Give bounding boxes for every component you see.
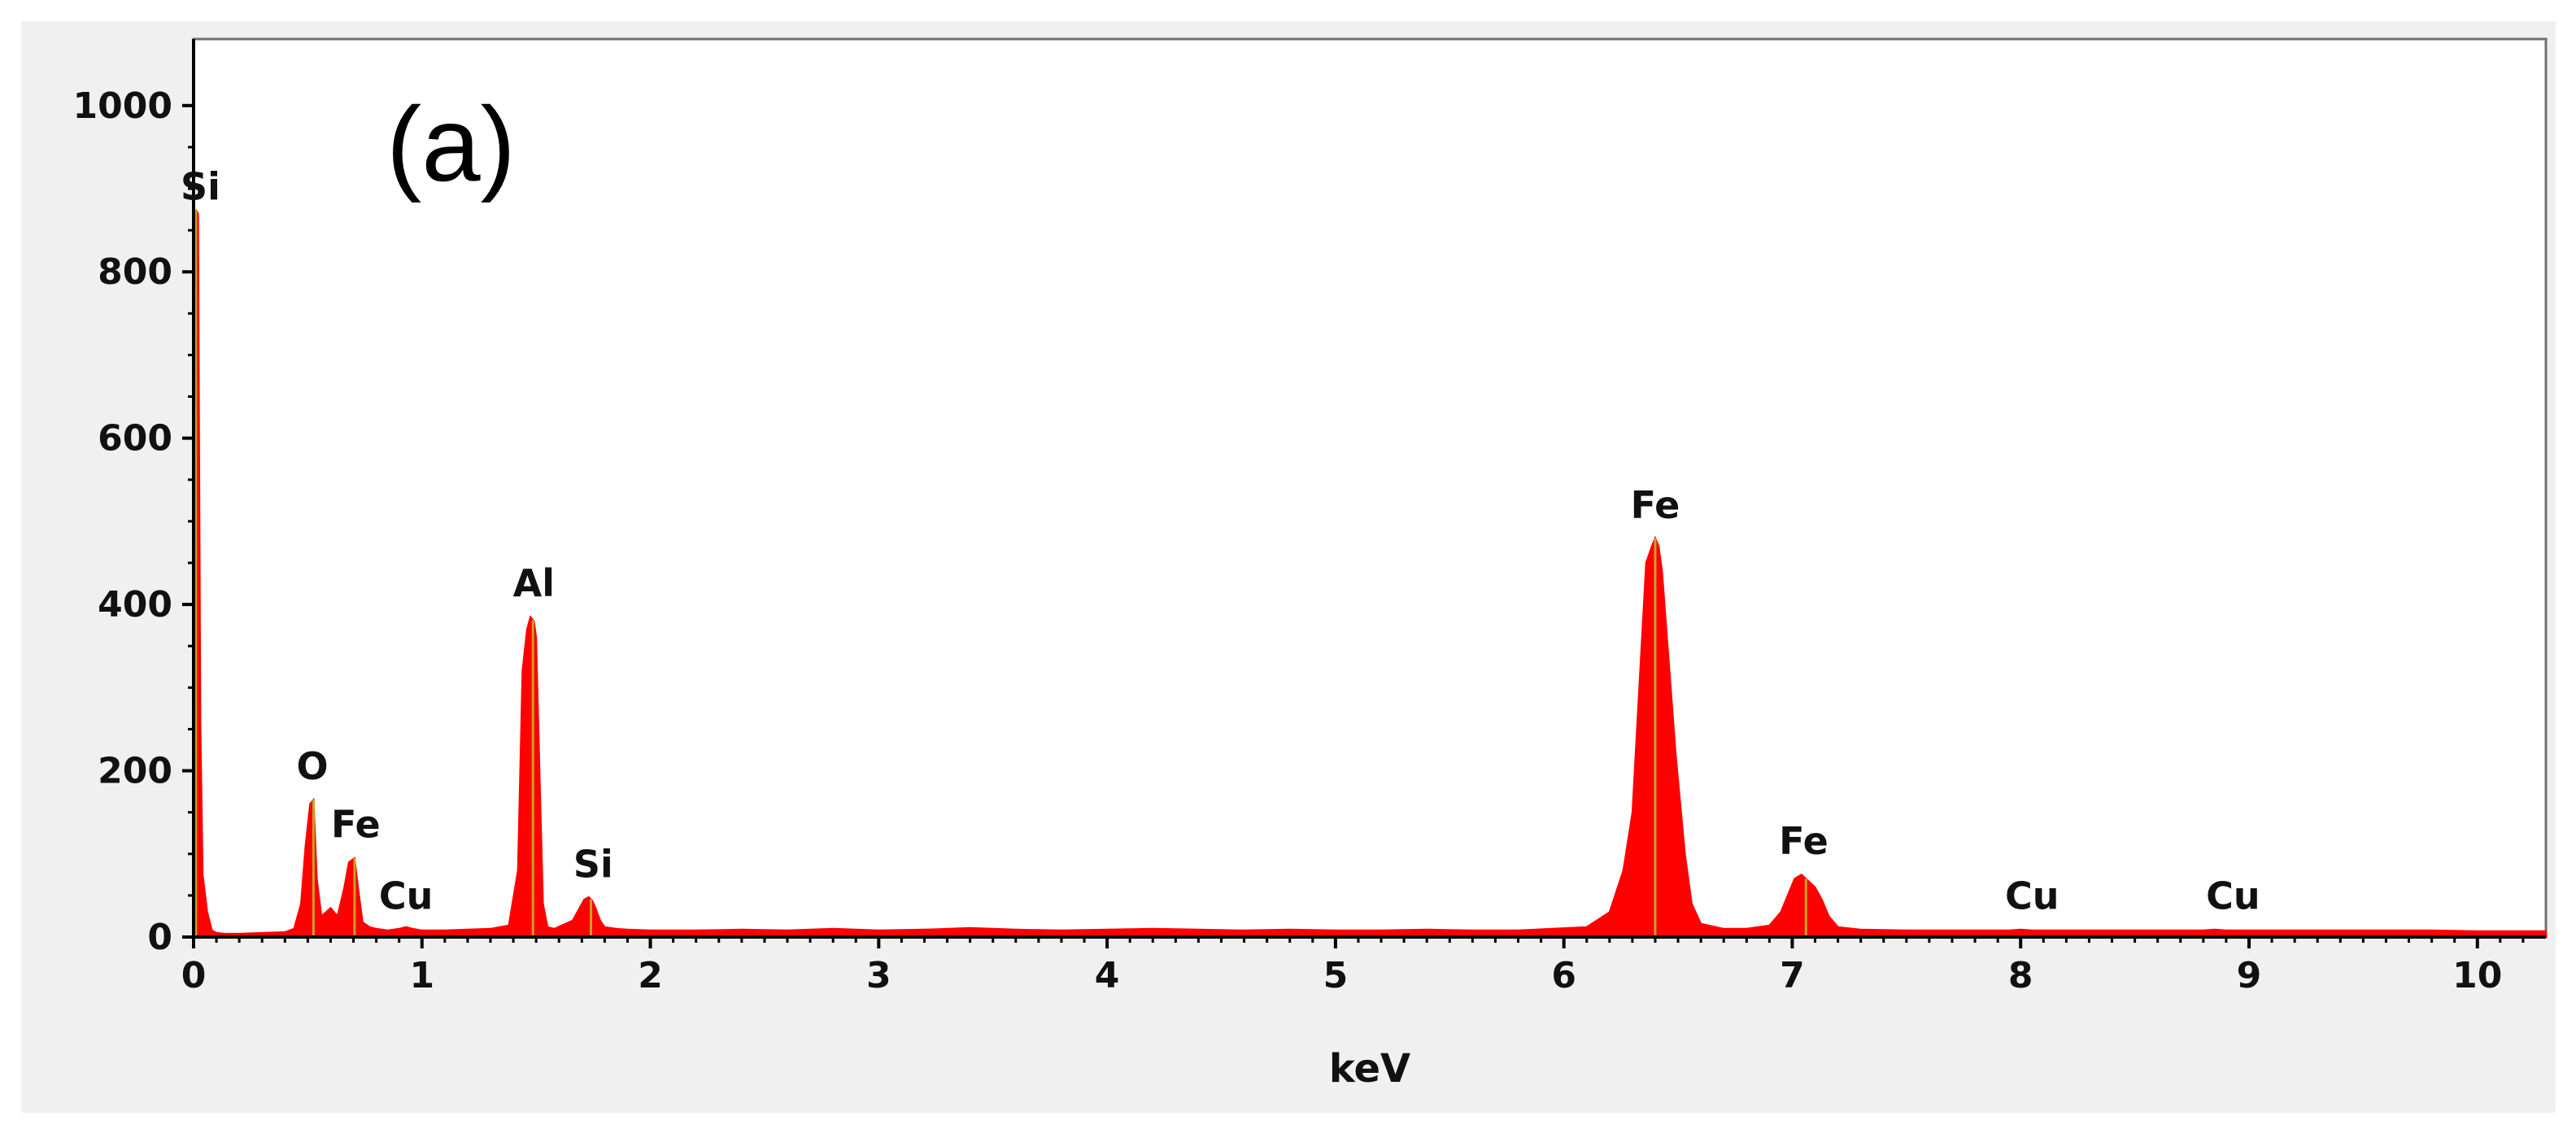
- y-tick-label-0: 0: [147, 917, 172, 958]
- plot-area: [192, 37, 2548, 939]
- x-tick-label-5: 5: [1323, 955, 1349, 996]
- x-axis-title: keV: [1329, 1046, 1410, 1092]
- peak-label-o: O: [296, 744, 328, 788]
- x-tick-label-0: 0: [181, 955, 207, 996]
- y-tick-layer: 0 200 400 600 800 1000: [73, 85, 194, 958]
- x-tick-label-6: 6: [1551, 955, 1576, 996]
- peak-label-fe: Fe: [331, 803, 381, 847]
- y-tick-label-3: 600: [98, 418, 172, 460]
- peak-label-al: Al: [513, 561, 555, 605]
- x-tick-label-7: 7: [1780, 955, 1805, 996]
- panel-label: (a): [386, 85, 516, 203]
- y-tick-label-4: 800: [98, 251, 172, 293]
- peak-label-si: Si: [573, 843, 613, 887]
- y-tick-label-5: 1000: [73, 85, 172, 127]
- peak-marker-layer: [194, 209, 1807, 937]
- x-tick-layer: 0 1 2 3 4 5 6 7 8 9 10: [181, 937, 2525, 996]
- y-tick-label-1: 200: [98, 751, 172, 792]
- peak-label-cu: Cu: [379, 874, 434, 918]
- spectrum-layer: [192, 209, 2547, 938]
- x-tick-label-8: 8: [2008, 955, 2033, 996]
- x-tick-label-3: 3: [866, 955, 891, 996]
- peak-label-fe: Fe: [1631, 483, 1680, 527]
- x-tick-label-2: 2: [638, 955, 663, 996]
- peak-label-cu: Cu: [2005, 874, 2059, 918]
- x-tick-label-4: 4: [1095, 955, 1120, 996]
- peak-label-cu: Cu: [2206, 874, 2260, 918]
- peak-label-fe: Fe: [1779, 819, 1828, 863]
- y-tick-label-2: 400: [98, 584, 172, 626]
- x-tick-label-10: 10: [2452, 955, 2502, 996]
- x-tick-label-9: 9: [2237, 955, 2262, 996]
- x-tick-label-1: 1: [409, 955, 434, 996]
- peak-label-si: Si: [181, 165, 220, 209]
- spectrum-series-0: [192, 209, 2547, 938]
